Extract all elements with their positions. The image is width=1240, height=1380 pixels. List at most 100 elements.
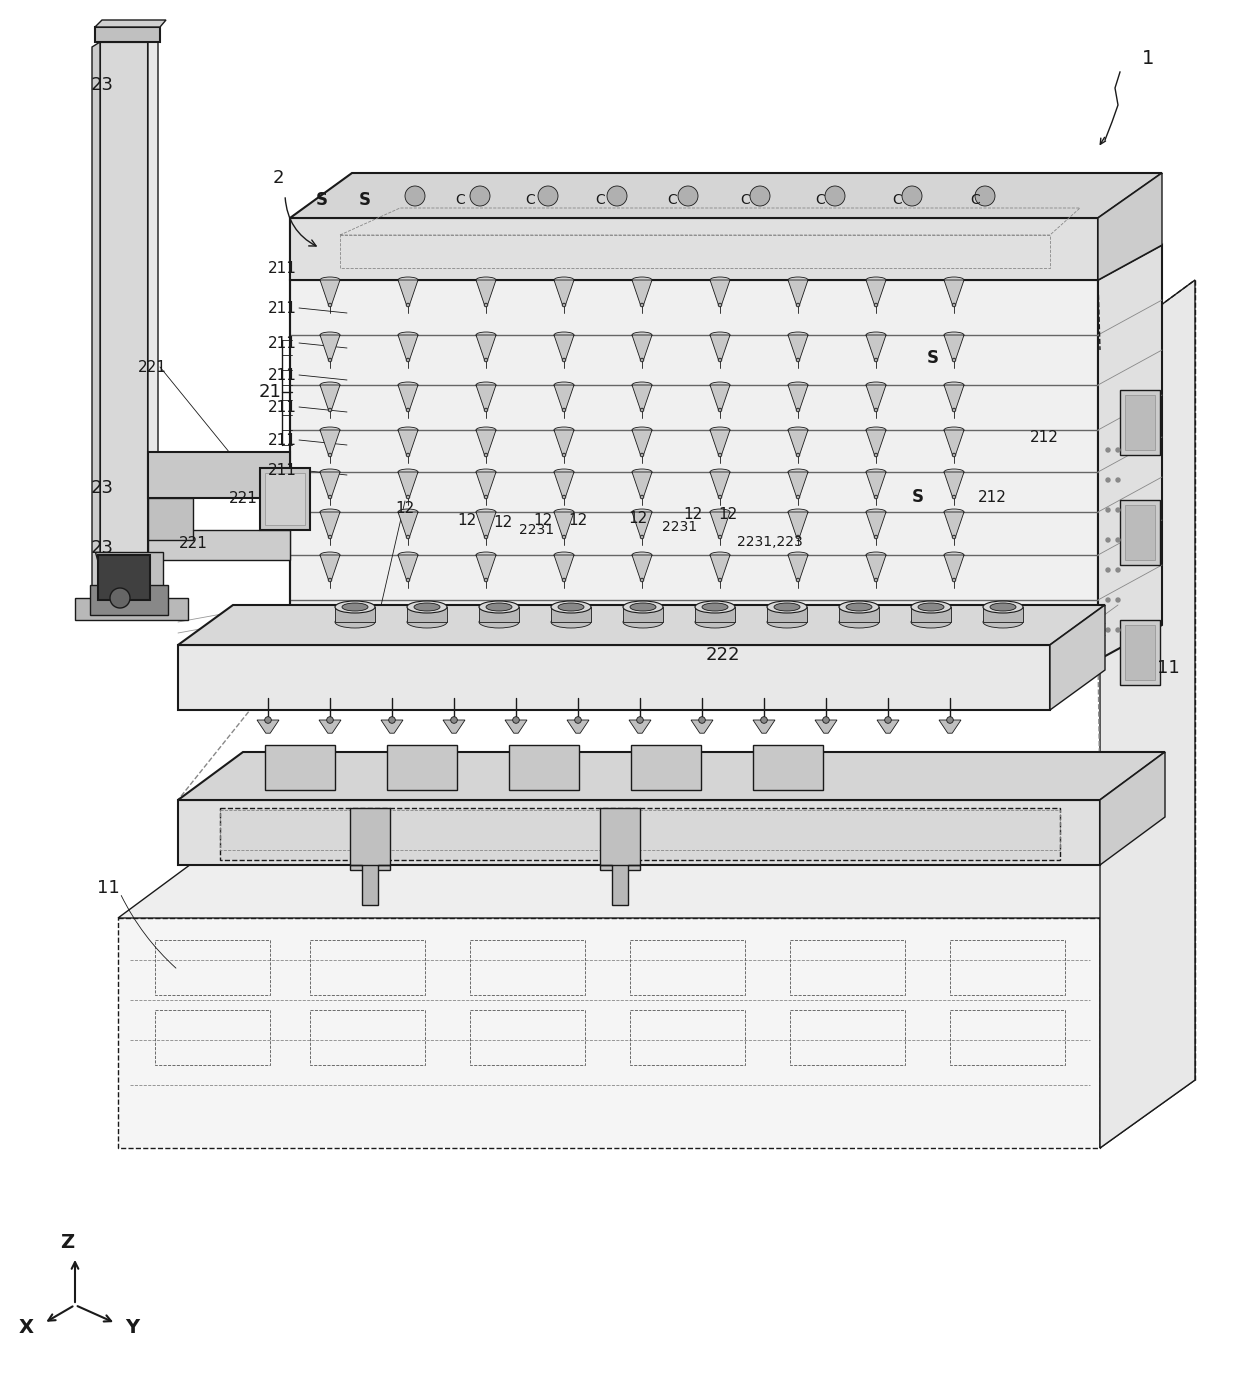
Ellipse shape xyxy=(320,277,340,283)
Polygon shape xyxy=(554,385,574,410)
Polygon shape xyxy=(260,468,310,530)
Text: 12: 12 xyxy=(629,511,647,526)
Polygon shape xyxy=(479,607,520,622)
Circle shape xyxy=(640,359,644,362)
Circle shape xyxy=(388,716,396,723)
Polygon shape xyxy=(265,745,335,789)
Text: 211: 211 xyxy=(268,301,298,316)
Polygon shape xyxy=(319,720,341,733)
Circle shape xyxy=(407,578,409,582)
Polygon shape xyxy=(1100,752,1166,865)
Polygon shape xyxy=(100,41,148,600)
Ellipse shape xyxy=(911,602,951,613)
Text: 12: 12 xyxy=(568,512,588,527)
Polygon shape xyxy=(632,280,652,305)
Circle shape xyxy=(562,495,565,498)
Ellipse shape xyxy=(983,615,1023,628)
Circle shape xyxy=(562,359,565,362)
Ellipse shape xyxy=(944,333,963,338)
Ellipse shape xyxy=(320,426,340,433)
Polygon shape xyxy=(622,607,663,622)
Ellipse shape xyxy=(839,615,879,628)
FancyArrowPatch shape xyxy=(285,197,316,246)
Polygon shape xyxy=(632,472,652,497)
Circle shape xyxy=(640,453,644,457)
Ellipse shape xyxy=(866,509,887,515)
Circle shape xyxy=(407,304,409,306)
Ellipse shape xyxy=(866,333,887,338)
Ellipse shape xyxy=(711,426,730,433)
Circle shape xyxy=(796,304,800,306)
Text: C: C xyxy=(595,193,605,207)
Ellipse shape xyxy=(774,603,800,611)
Ellipse shape xyxy=(944,426,963,433)
Polygon shape xyxy=(753,745,823,789)
Ellipse shape xyxy=(554,382,574,388)
Polygon shape xyxy=(753,720,775,733)
Ellipse shape xyxy=(320,469,340,475)
Circle shape xyxy=(884,716,892,723)
Circle shape xyxy=(952,304,956,306)
Ellipse shape xyxy=(554,469,574,475)
Polygon shape xyxy=(148,453,290,498)
Polygon shape xyxy=(866,385,887,410)
Polygon shape xyxy=(118,918,1100,1148)
Text: 12: 12 xyxy=(718,506,738,522)
Ellipse shape xyxy=(711,552,730,558)
Text: S: S xyxy=(316,190,329,208)
Ellipse shape xyxy=(476,469,496,475)
Polygon shape xyxy=(600,865,640,905)
Ellipse shape xyxy=(711,333,730,338)
Circle shape xyxy=(1116,508,1120,512)
Text: 212: 212 xyxy=(1030,429,1059,444)
Polygon shape xyxy=(118,850,1195,918)
Circle shape xyxy=(901,186,923,206)
Circle shape xyxy=(874,408,878,411)
Polygon shape xyxy=(877,720,899,733)
Circle shape xyxy=(718,535,722,538)
Circle shape xyxy=(796,495,800,498)
Ellipse shape xyxy=(787,333,808,338)
Polygon shape xyxy=(148,498,193,540)
Polygon shape xyxy=(148,34,157,600)
Circle shape xyxy=(329,304,332,306)
Circle shape xyxy=(329,359,332,362)
Circle shape xyxy=(1116,569,1120,571)
Polygon shape xyxy=(632,512,652,537)
Ellipse shape xyxy=(632,426,652,433)
Polygon shape xyxy=(381,720,403,733)
Polygon shape xyxy=(787,512,808,537)
Polygon shape xyxy=(290,280,1097,660)
Circle shape xyxy=(952,578,956,582)
Circle shape xyxy=(484,578,487,582)
Polygon shape xyxy=(983,607,1023,622)
Polygon shape xyxy=(711,385,730,410)
Text: 23: 23 xyxy=(91,540,114,558)
Polygon shape xyxy=(148,530,290,560)
Polygon shape xyxy=(398,280,418,305)
Polygon shape xyxy=(476,335,496,360)
Polygon shape xyxy=(443,720,465,733)
Circle shape xyxy=(636,716,644,723)
Text: S: S xyxy=(360,190,371,208)
Text: 1: 1 xyxy=(1142,48,1154,68)
Ellipse shape xyxy=(551,615,591,628)
Circle shape xyxy=(1116,598,1120,602)
Polygon shape xyxy=(866,555,887,580)
Circle shape xyxy=(407,495,409,498)
Ellipse shape xyxy=(407,615,446,628)
Text: Y: Y xyxy=(125,1318,139,1337)
Text: 12: 12 xyxy=(533,512,553,527)
Polygon shape xyxy=(407,607,446,622)
Polygon shape xyxy=(787,555,808,580)
Ellipse shape xyxy=(944,277,963,283)
Circle shape xyxy=(718,453,722,457)
Polygon shape xyxy=(866,431,887,455)
Circle shape xyxy=(264,716,272,723)
Polygon shape xyxy=(179,644,1050,709)
Polygon shape xyxy=(95,552,162,604)
Circle shape xyxy=(484,453,487,457)
Ellipse shape xyxy=(711,469,730,475)
Ellipse shape xyxy=(486,603,512,611)
Polygon shape xyxy=(944,431,963,455)
